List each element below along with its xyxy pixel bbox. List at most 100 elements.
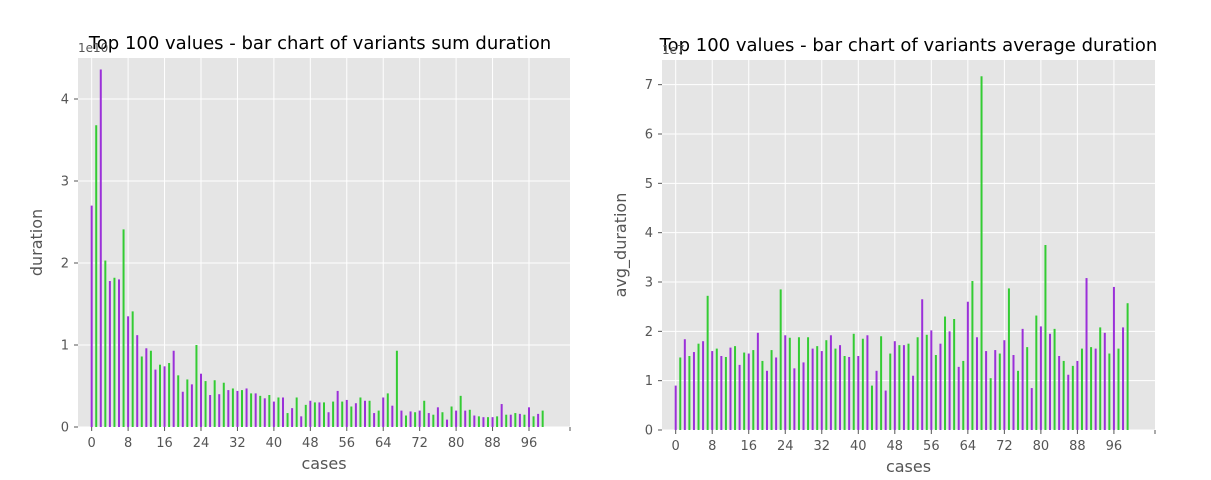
- x-tick-label: 40: [850, 439, 867, 454]
- bar: [1099, 327, 1102, 430]
- bar: [912, 375, 915, 430]
- bar: [747, 353, 750, 430]
- bar: [432, 414, 435, 427]
- bar: [446, 419, 448, 427]
- bar: [477, 416, 480, 427]
- bar: [391, 405, 394, 427]
- bar: [980, 76, 983, 430]
- bar: [843, 356, 846, 430]
- y-tick-labels: 0 1 2 3 4: [61, 93, 78, 436]
- bar: [459, 395, 462, 427]
- bar: [104, 260, 107, 427]
- bar: [468, 409, 471, 427]
- bar: [491, 417, 494, 427]
- bar: [455, 410, 458, 427]
- bar: [95, 125, 98, 428]
- bar: [108, 281, 111, 427]
- bar: [368, 400, 371, 427]
- bar: [1103, 332, 1106, 430]
- bar: [427, 413, 430, 427]
- bar: [1021, 328, 1024, 430]
- x-tick-label: 24: [193, 436, 210, 451]
- bar: [1049, 333, 1052, 430]
- bar: [948, 331, 951, 430]
- bar: [788, 337, 791, 430]
- bar: [1080, 348, 1083, 430]
- bar: [505, 414, 508, 427]
- bar: [1058, 356, 1061, 430]
- bar: [775, 357, 778, 430]
- bar: [752, 350, 755, 430]
- bar: [1067, 374, 1070, 430]
- bar: [323, 402, 325, 427]
- bar: [975, 337, 978, 430]
- bar: [1035, 315, 1038, 430]
- bar: [213, 380, 216, 427]
- x-tick-label: 8: [708, 439, 716, 454]
- bar: [734, 346, 737, 430]
- bar: [839, 345, 842, 430]
- bar: [518, 413, 521, 427]
- bar: [227, 390, 230, 427]
- bar: [688, 356, 691, 430]
- bar: [825, 340, 828, 430]
- bar: [395, 350, 398, 427]
- bar: [820, 351, 823, 430]
- bar: [765, 370, 768, 430]
- bar: [1076, 360, 1079, 430]
- bar: [359, 397, 362, 427]
- bar: [496, 416, 499, 427]
- bar: [122, 229, 125, 427]
- bar: [327, 412, 330, 427]
- bar: [697, 343, 700, 430]
- bar: [145, 348, 148, 427]
- bar: [127, 316, 130, 427]
- bar: [354, 403, 357, 427]
- y-tick-label: 3: [61, 175, 69, 190]
- bar: [222, 382, 225, 427]
- bar: [254, 393, 257, 427]
- bar: [729, 347, 732, 430]
- bar: [231, 388, 234, 427]
- bar: [99, 69, 102, 427]
- bar: [1003, 340, 1006, 430]
- bar: [304, 404, 307, 427]
- bar: [811, 348, 814, 430]
- bar: [852, 333, 855, 430]
- bar: [487, 417, 489, 427]
- y-axis-label: avg_duration: [611, 193, 631, 298]
- bar: [286, 413, 289, 427]
- bar: [797, 337, 800, 430]
- bar: [770, 350, 773, 430]
- bar: [118, 279, 120, 427]
- bar: [1108, 353, 1111, 430]
- bar: [528, 407, 530, 427]
- bar: [779, 289, 782, 430]
- bar: [998, 353, 1001, 430]
- bar: [829, 335, 832, 430]
- x-axis-label: cases: [301, 454, 346, 473]
- x-tick-label: 32: [229, 436, 246, 451]
- x-tick-label: 16: [740, 439, 757, 454]
- x-tick-label: 96: [521, 436, 538, 451]
- bar: [509, 414, 512, 427]
- bar: [332, 401, 335, 427]
- bar: [761, 360, 764, 430]
- bar: [541, 410, 544, 427]
- bar: [140, 356, 143, 427]
- y-tick-label: 0: [645, 424, 653, 439]
- y-tick-label: 7: [645, 78, 653, 93]
- bars: [90, 69, 544, 428]
- bar: [1126, 303, 1129, 430]
- x-tick-label: 24: [777, 439, 794, 454]
- x-tick-label: 72: [996, 439, 1013, 454]
- x-tick-label: 88: [1069, 439, 1086, 454]
- bar: [1026, 347, 1029, 430]
- bar: [464, 410, 467, 427]
- bar: [870, 385, 873, 430]
- chart-title: Top 100 values - bar chart of variants a…: [659, 35, 1158, 56]
- bar: [204, 381, 207, 427]
- bar: [377, 410, 380, 427]
- bar: [793, 368, 796, 430]
